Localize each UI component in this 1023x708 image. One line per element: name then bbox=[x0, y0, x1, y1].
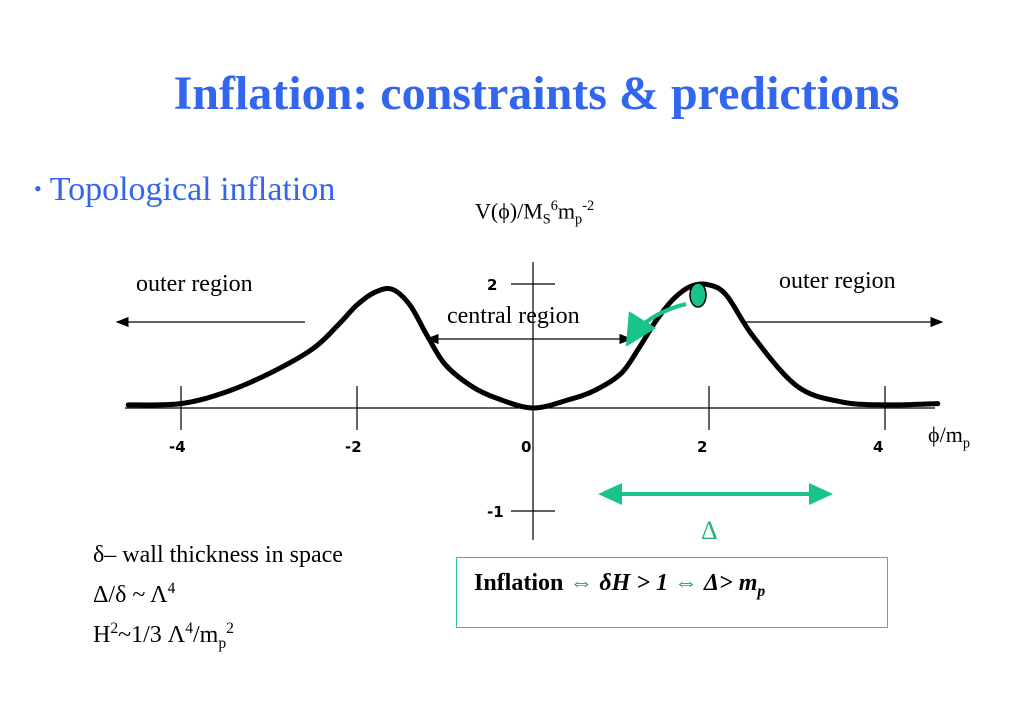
bullet-text: Topological inflation bbox=[49, 171, 336, 208]
bullet-item: • Topological inflation bbox=[34, 171, 335, 209]
condition-hubble: δH > 1 bbox=[599, 570, 668, 596]
delta-arrow bbox=[598, 483, 833, 505]
x-axis-label: ϕ/mp bbox=[928, 422, 970, 452]
x-tick-label: 4 bbox=[873, 438, 883, 456]
x-tick-label: -4 bbox=[169, 438, 186, 456]
inflation-word: Inflation bbox=[474, 570, 564, 596]
x-tick-label: 2 bbox=[697, 438, 707, 456]
outer-region-right-label: outer region bbox=[779, 268, 896, 295]
iff-icon: ⇔ bbox=[569, 570, 594, 596]
note-wall-thickness: δ– wall thickness in space bbox=[93, 542, 343, 568]
condition-width: Δ> mp bbox=[704, 570, 766, 600]
delta-label: Δ bbox=[701, 516, 718, 545]
outer-region-left-label: outer region bbox=[136, 271, 253, 298]
bullet-dot-icon: • bbox=[34, 176, 42, 202]
inflation-condition-box: Inflation ⇔ δH > 1 ⇔ Δ> mp bbox=[456, 557, 888, 628]
potential-curve bbox=[125, 281, 941, 411]
slide-title: Inflation: constraints & predictions bbox=[173, 67, 900, 120]
notes: δ– wall thickness in space Δ/δ ~ Λ4 H2~1… bbox=[93, 538, 343, 661]
field-ball-icon bbox=[689, 282, 707, 308]
iff-icon: ⇔ bbox=[674, 570, 698, 596]
note-hubble: H2~1/3 Λ4/mp2 bbox=[93, 620, 234, 652]
axis-ticks: -4 -2 0 2 4 2 -1 bbox=[169, 276, 886, 521]
y-tick-label: 2 bbox=[487, 276, 497, 294]
central-region-label: central region bbox=[447, 303, 580, 329]
y-axis-label: V(ϕ)/MS6mp-2 bbox=[475, 198, 595, 228]
note-ratio: Δ/δ ~ Λ4 bbox=[93, 580, 176, 608]
y-tick-label: -1 bbox=[487, 503, 504, 521]
x-tick-label: 0 bbox=[521, 438, 531, 456]
x-tick-label: -2 bbox=[345, 438, 362, 456]
roll-arrow bbox=[625, 302, 687, 347]
